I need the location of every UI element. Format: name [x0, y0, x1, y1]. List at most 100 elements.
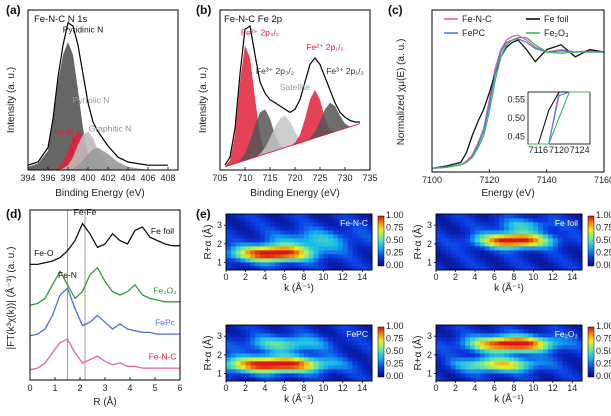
heatmap-cell — [269, 254, 276, 259]
heatmap-cell — [260, 345, 266, 350]
heatmap-cell — [313, 230, 319, 235]
heatmap-cell — [445, 262, 451, 267]
heatmap-cell — [552, 329, 559, 334]
colorbar-tick-label: 0.75 — [386, 334, 404, 344]
heatmap-cell — [269, 250, 276, 255]
heatmap-cell — [436, 337, 442, 342]
heatmap-cell — [269, 226, 276, 231]
heatmap-cell — [333, 246, 339, 251]
heatmap-cell — [538, 325, 544, 330]
heatmap-cell — [226, 329, 232, 334]
heatmap-cell — [509, 226, 515, 231]
heatmap-cell — [245, 345, 251, 350]
heatmap-cell — [528, 222, 534, 227]
heatmap-cell — [479, 238, 486, 243]
heatmap-cell — [504, 222, 510, 227]
heatmap-cell — [504, 250, 510, 255]
heatmap-cell — [235, 361, 241, 366]
heatmap-cell — [518, 325, 524, 330]
heatmap-cell — [562, 246, 568, 251]
panel-e-label: (e) — [196, 207, 211, 221]
heatmap-cell — [499, 258, 505, 263]
heatmap-cell — [465, 341, 471, 346]
heatmap-cell — [504, 329, 510, 334]
heatmap-cell — [226, 369, 232, 374]
wavelet-xtick-label: 4 — [262, 272, 267, 282]
heatmap-cell — [572, 222, 578, 227]
heatmap-cell — [538, 377, 544, 382]
heatmap-cell — [440, 337, 447, 342]
heatmap-cell — [577, 246, 583, 251]
heatmap-cell — [235, 345, 241, 350]
heatmap-cell — [347, 373, 353, 378]
wavelet-xtick-label: 0 — [433, 383, 438, 393]
heatmap-cell — [474, 365, 481, 370]
heatmap-cell — [269, 345, 276, 350]
heatmap-cell — [362, 353, 368, 358]
heatmap-cell — [323, 250, 329, 255]
heatmap-cell — [362, 341, 368, 346]
heatmap-cell — [484, 238, 490, 243]
heatmap-cell — [352, 325, 358, 330]
heatmap-cell — [362, 369, 368, 374]
heatmap-cell — [333, 337, 339, 342]
heatmap-cell — [255, 329, 261, 334]
heatmap-cell — [533, 373, 539, 378]
heatmap-cell — [352, 230, 358, 235]
heatmap-cell — [450, 234, 456, 239]
heatmap-cell — [357, 214, 363, 219]
inset-line — [528, 91, 590, 145]
panel-a-frame — [27, 9, 179, 171]
heatmap-cell — [303, 337, 310, 342]
heatmap-cell — [509, 377, 515, 382]
heatmap-cell — [357, 222, 363, 227]
heatmap-cell — [362, 345, 368, 350]
heatmap-cell — [523, 234, 529, 239]
heatmap-cell — [572, 226, 578, 231]
heatmap-cell — [489, 361, 495, 366]
heatmap-cell — [255, 337, 261, 342]
heatmap-cell — [518, 234, 524, 239]
heatmap-cell — [474, 254, 481, 259]
heatmap-cell — [465, 329, 471, 334]
heatmap-cell — [562, 262, 568, 267]
heatmap-cell — [318, 357, 324, 362]
heatmap-cell — [313, 242, 319, 247]
heatmap-cell — [264, 357, 271, 362]
heatmap-cell — [226, 349, 232, 354]
wavelet-ytick-label: 1 — [217, 258, 222, 268]
heatmap-cell — [567, 262, 573, 267]
heatmap-cell — [289, 266, 295, 271]
heatmap-cell — [352, 234, 358, 239]
heatmap-cell — [226, 333, 232, 338]
heatmap-cell — [577, 341, 583, 346]
heatmap-cell — [455, 325, 461, 330]
heatmap-cell — [299, 234, 305, 239]
heatmap-cell — [567, 230, 573, 235]
heatmap-cell — [460, 333, 466, 338]
colorbar-tick-label: 0.00 — [386, 260, 404, 270]
colorbar-tick-label: 0.75 — [596, 334, 611, 344]
heatmap-cell — [264, 349, 271, 354]
heatmap-cell — [235, 214, 241, 219]
heatmap-cell — [572, 357, 578, 362]
heatmap-cell — [274, 250, 280, 255]
heatmap-cell — [567, 238, 573, 243]
heatmap-cell — [230, 250, 237, 255]
heatmap-cell — [226, 345, 232, 350]
colorbar-tick-label: 0.75 — [386, 223, 404, 233]
heatmap-cell — [323, 254, 329, 259]
heatmap-cell — [284, 349, 290, 354]
heatmap-cell — [504, 377, 510, 382]
heatmap-cell — [299, 369, 305, 374]
heatmap-cell — [543, 329, 549, 334]
heatmap-cell — [562, 353, 568, 358]
heatmap-cell — [489, 325, 495, 330]
heatmap-cell — [337, 262, 344, 267]
heatmap-cell — [538, 341, 544, 346]
heatmap-cell — [347, 258, 353, 263]
heatmap-cell — [230, 230, 237, 235]
heatmap-cell — [504, 266, 510, 271]
heatmap-cell — [313, 222, 319, 227]
